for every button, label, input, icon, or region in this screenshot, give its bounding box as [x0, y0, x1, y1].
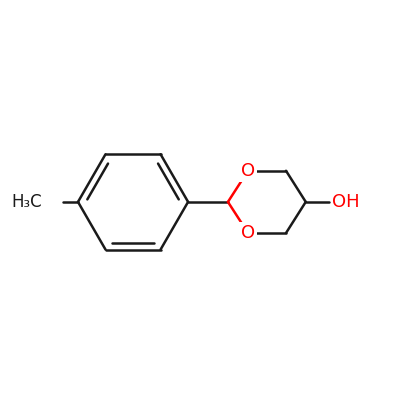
Text: H₃C: H₃C [11, 193, 42, 211]
Text: O: O [241, 224, 255, 242]
Text: O: O [241, 162, 255, 180]
Text: OH: OH [332, 193, 360, 211]
